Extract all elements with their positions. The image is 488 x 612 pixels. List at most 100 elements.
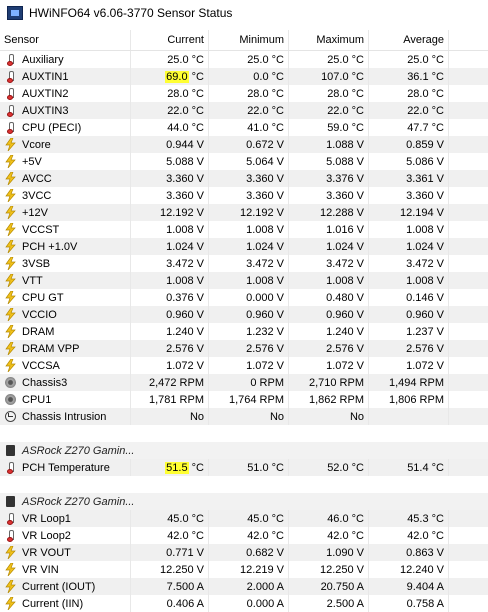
sensor-row[interactable]: 3VSB 3.472 V 3.472 V 3.472 V 3.472 V [0, 255, 488, 272]
thermometer-icon [4, 512, 17, 525]
sensor-row[interactable]: PCH +1.0V 1.024 V 1.024 V 1.024 V 1.024 V [0, 238, 488, 255]
extra-cell [448, 153, 488, 170]
current-value: 3.360 V [130, 170, 208, 187]
maximum-value: 0.960 V [288, 306, 368, 323]
column-header-sensor[interactable]: Sensor [4, 34, 39, 46]
sensor-row[interactable]: AUXTIN2 28.0 °C 28.0 °C 28.0 °C 28.0 °C [0, 85, 488, 102]
minimum-value: 0.000 A [208, 595, 288, 612]
section-header[interactable]: ASRock Z270 Gamin... [0, 493, 488, 510]
column-header-maximum[interactable]: Maximum [288, 30, 368, 50]
sensor-row[interactable]: VCCST 1.008 V 1.008 V 1.016 V 1.008 V [0, 221, 488, 238]
sensor-row[interactable]: VR Loop2 42.0 °C 42.0 °C 42.0 °C 42.0 °C [0, 527, 488, 544]
sensor-row[interactable]: Current (IOUT) 7.500 A 2.000 A 20.750 A 9.40… [0, 578, 488, 595]
sensor-label: VR VIN [22, 563, 59, 576]
sensor-row[interactable]: AUXTIN3 22.0 °C 22.0 °C 22.0 °C 22.0 °C [0, 102, 488, 119]
current-value: 2.576 V [130, 340, 208, 357]
average-value: 12.240 V [368, 561, 448, 578]
sensor-row[interactable]: VCCSA 1.072 V 1.072 V 1.072 V 1.072 V [0, 357, 488, 374]
thermometer-icon [4, 104, 17, 117]
current-value: 44.0 °C [130, 119, 208, 136]
sensor-row[interactable]: VTT 1.008 V 1.008 V 1.008 V 1.008 V [0, 272, 488, 289]
sensor-name-cell: CPU1 [0, 391, 130, 408]
minimum-value: 0.960 V [208, 306, 288, 323]
minimum-value: 0.682 V [208, 544, 288, 561]
sensor-name-cell: AUXTIN3 [0, 102, 130, 119]
sensor-row[interactable]: 3VCC 3.360 V 3.360 V 3.360 V 3.360 V [0, 187, 488, 204]
average-value: 5.086 V [368, 153, 448, 170]
sensor-row[interactable]: +12V 12.192 V 12.192 V 12.288 V 12.194 V [0, 204, 488, 221]
average-value: 42.0 °C [368, 527, 448, 544]
spacer-row [0, 476, 488, 493]
sensor-row[interactable]: CPU GT 0.376 V 0.000 V 0.480 V 0.146 V [0, 289, 488, 306]
sensor-row[interactable]: +5V 5.088 V 5.064 V 5.088 V 5.086 V [0, 153, 488, 170]
sensor-row[interactable]: DRAM 1.240 V 1.232 V 1.240 V 1.237 V [0, 323, 488, 340]
sensor-name-cell: AVCC [0, 170, 130, 187]
minimum-value: 2.000 A [208, 578, 288, 595]
current-value: 3.472 V [130, 255, 208, 272]
maximum-value: 1.024 V [288, 238, 368, 255]
average-value: 1.072 V [368, 357, 448, 374]
extra-cell [448, 408, 488, 425]
section-title: ASRock Z270 Gamin... [22, 444, 135, 457]
sensor-row[interactable]: Chassis Intrusion No No No [0, 408, 488, 425]
sensor-row[interactable]: AUXTIN1 69.0 °C 0.0 °C 107.0 °C 36.1 °C [0, 68, 488, 85]
column-header-minimum[interactable]: Minimum [208, 30, 288, 50]
sensor-row[interactable]: Current (IIN) 0.406 A 0.000 A 2.500 A 0.758 … [0, 595, 488, 612]
extra-cell [448, 255, 488, 272]
maximum-value: 28.0 °C [288, 85, 368, 102]
average-value: 1.008 V [368, 221, 448, 238]
sensor-name-cell: 3VCC [0, 187, 130, 204]
sensor-row[interactable]: VR VIN 12.250 V 12.219 V 12.250 V 12.240 V [0, 561, 488, 578]
sensor-row[interactable]: VR VOUT 0.771 V 0.682 V 1.090 V 0.863 V [0, 544, 488, 561]
sensor-label: +5V [22, 155, 42, 168]
minimum-value: 1.232 V [208, 323, 288, 340]
extra-cell [448, 289, 488, 306]
maximum-value: 46.0 °C [288, 510, 368, 527]
sensor-row[interactable]: CPU (PECI) 44.0 °C 41.0 °C 59.0 °C 47.7 °C [0, 119, 488, 136]
sensor-name-cell: DRAM [0, 323, 130, 340]
maximum-value: 52.0 °C [288, 459, 368, 476]
maximum-value: 0.480 V [288, 289, 368, 306]
sensor-name-cell: +12V [0, 204, 130, 221]
sensor-name-cell: DRAM VPP [0, 340, 130, 357]
voltage-bolt-icon [4, 546, 17, 559]
extra-cell [448, 391, 488, 408]
sensor-row[interactable]: Vcore 0.944 V 0.672 V 1.088 V 0.859 V [0, 136, 488, 153]
sensor-row[interactable]: VR Loop1 45.0 °C 45.0 °C 46.0 °C 45.3 °C [0, 510, 488, 527]
maximum-value: 1.088 V [288, 136, 368, 153]
average-value: 36.1 °C [368, 68, 448, 85]
sensor-row[interactable]: PCH Temperature 51.5 °C 51.0 °C 52.0 °C 51.4… [0, 459, 488, 476]
column-header-current[interactable]: Current [130, 30, 208, 50]
minimum-value: 12.192 V [208, 204, 288, 221]
maximum-value: No [288, 408, 368, 425]
current-value: 1.008 V [130, 221, 208, 238]
average-value: 2.576 V [368, 340, 448, 357]
column-header-extra [448, 30, 488, 50]
sensor-row[interactable]: DRAM VPP 2.576 V 2.576 V 2.576 V 2.576 V [0, 340, 488, 357]
section-header[interactable]: ASRock Z270 Gamin... [0, 442, 488, 459]
extra-cell [448, 85, 488, 102]
sensor-row[interactable]: VCCIO 0.960 V 0.960 V 0.960 V 0.960 V [0, 306, 488, 323]
sensor-row[interactable]: CPU1 1,781 RPM 1,764 RPM 1,862 RPM 1,806 RPM [0, 391, 488, 408]
extra-cell [448, 272, 488, 289]
sensor-name-cell: PCH Temperature [0, 459, 130, 476]
extra-cell [448, 510, 488, 527]
maximum-value: 3.360 V [288, 187, 368, 204]
minimum-value: 22.0 °C [208, 102, 288, 119]
sensor-name-cell: VCCST [0, 221, 130, 238]
current-value: 22.0 °C [130, 102, 208, 119]
column-header-average[interactable]: Average [368, 30, 448, 50]
average-value: 12.194 V [368, 204, 448, 221]
sensor-row[interactable]: Auxiliary 25.0 °C 25.0 °C 25.0 °C 25.0 °C [0, 51, 488, 68]
voltage-bolt-icon [4, 308, 17, 321]
sensor-name-cell: VR VOUT [0, 544, 130, 561]
sensor-label: Current (IOUT) [22, 580, 96, 593]
sensor-label: VCCIO [22, 308, 57, 321]
extra-cell [448, 459, 488, 476]
sensor-row[interactable]: AVCC 3.360 V 3.360 V 3.376 V 3.361 V [0, 170, 488, 187]
sensor-row[interactable]: Chassis3 2,472 RPM 0 RPM 2,710 RPM 1,494 RPM [0, 374, 488, 391]
sensor-name-cell: VCCSA [0, 357, 130, 374]
average-value: 0.960 V [368, 306, 448, 323]
minimum-value: 0.0 °C [208, 68, 288, 85]
voltage-bolt-icon [4, 359, 17, 372]
